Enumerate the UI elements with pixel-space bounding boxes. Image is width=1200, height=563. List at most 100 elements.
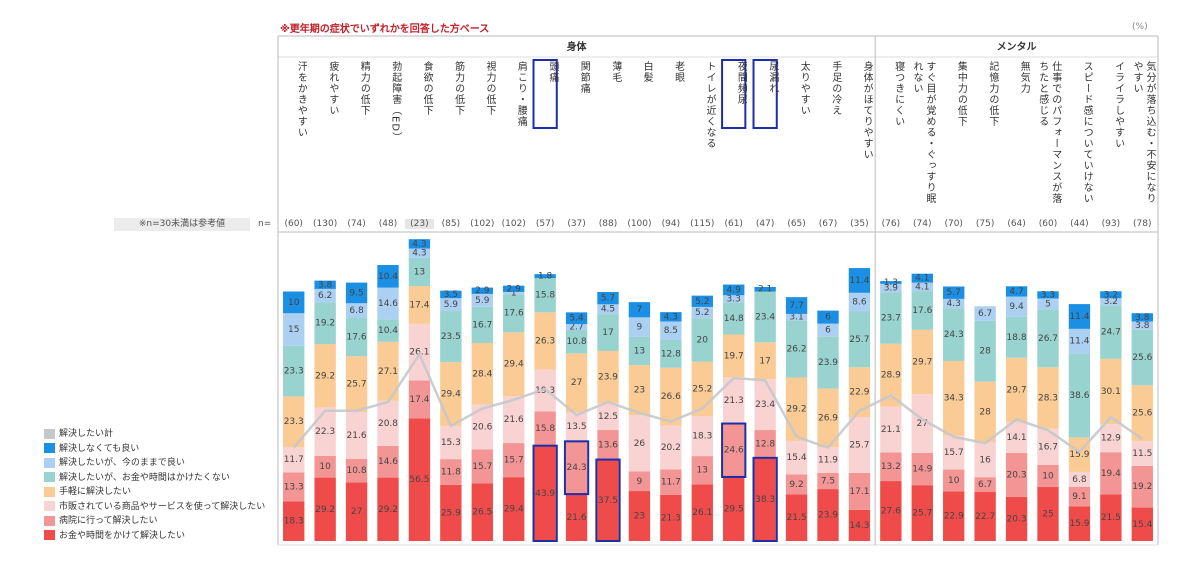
- bar-segment: [660, 321, 682, 340]
- bar-segment: [785, 297, 808, 314]
- data-label: 21.6: [567, 513, 587, 523]
- bar-segment: [817, 472, 839, 490]
- data-label: 29.4: [504, 360, 524, 370]
- legend-label: 解決しなくても良い: [59, 443, 140, 454]
- data-label: 10.8: [347, 466, 367, 476]
- bar-segment: [503, 285, 525, 292]
- bar-segment: [1068, 506, 1091, 541]
- data-label: 10: [1042, 471, 1054, 481]
- legend-swatch: [44, 428, 55, 439]
- bar-segment: [943, 298, 965, 309]
- data-label: 21.5: [787, 513, 807, 523]
- data-label: 27.1: [378, 367, 398, 377]
- bar-segment: [723, 284, 745, 296]
- data-label: 11.9: [818, 455, 838, 465]
- bar-segment: [754, 291, 776, 343]
- data-label: 15.3: [441, 438, 461, 448]
- data-label: 24.6: [724, 446, 744, 456]
- category-label: 汗をかきやすい: [295, 61, 307, 138]
- data-label: 25.7: [849, 335, 869, 345]
- bar-segment: [314, 288, 336, 303]
- bar-segment: [943, 308, 965, 361]
- bar-segment: [848, 472, 871, 510]
- bar-segment: [974, 306, 996, 321]
- data-label: 3.2: [1104, 290, 1118, 300]
- highlight-box: [595, 458, 621, 543]
- highlight-box: [532, 444, 558, 542]
- data-label: 6.8: [349, 306, 364, 316]
- category-label: 肩こり・腰痛: [515, 61, 527, 127]
- bar-segment: [848, 311, 871, 368]
- bar-segment: [440, 290, 462, 299]
- bar-segment: [440, 459, 462, 485]
- category-label: 勃起障害（ED）: [389, 61, 401, 144]
- category-label: 薄毛: [609, 61, 621, 83]
- bar-segment: [848, 268, 871, 293]
- legend-item: お金や時間をかけて解決したい: [44, 530, 185, 542]
- bar-segment: [314, 302, 336, 345]
- bar-segment: [1131, 321, 1153, 330]
- bar-segment: [660, 494, 682, 541]
- bar-segment: [408, 418, 431, 541]
- data-label: 23: [634, 512, 645, 522]
- data-label: 17.6: [504, 309, 524, 319]
- data-label: 25.2: [692, 385, 712, 395]
- data-label: 25.7: [849, 440, 869, 450]
- category-label: 精力の低下: [358, 61, 370, 116]
- n-label: (75): [975, 219, 995, 229]
- data-label: 26.3: [535, 336, 555, 346]
- data-label: 24.3: [567, 463, 587, 473]
- bar-segment: [314, 280, 336, 289]
- bar-segment: [785, 494, 808, 541]
- bar-segment: [1131, 440, 1153, 466]
- category-label: 疲れやすい: [326, 61, 338, 116]
- bar-segment: [628, 415, 651, 472]
- bar-segment: [377, 477, 399, 541]
- legend-item: 解決したいが、お金や時間はかけたくない: [44, 472, 230, 484]
- data-label: 15.7: [472, 462, 492, 472]
- data-label: 4.1: [915, 274, 929, 284]
- bar-segment: [1037, 309, 1059, 368]
- bar-segment: [283, 345, 305, 397]
- n-label: (35): [850, 219, 869, 229]
- bar-segment: [565, 441, 588, 495]
- bar-segment: [911, 282, 933, 292]
- bar-segment: [1100, 452, 1122, 495]
- bar-segment: [785, 320, 808, 378]
- bar-segment: [1037, 465, 1059, 487]
- data-label: 25: [1042, 509, 1053, 519]
- bar-segment: [1100, 424, 1122, 453]
- category-label: すぐ目が覚める・ぐっすり眠れない: [910, 61, 935, 204]
- data-label: 9.2: [789, 480, 803, 490]
- data-label: 15.7: [944, 448, 964, 458]
- data-label: 22.3: [315, 427, 335, 437]
- data-label: 10.4: [378, 272, 398, 282]
- data-label: 13.6: [598, 440, 618, 450]
- data-label: 29.2: [787, 405, 807, 415]
- bar-segment: [848, 367, 871, 418]
- bar-segment: [1100, 291, 1122, 299]
- data-label: 2.9: [507, 284, 522, 294]
- bar-segment: [503, 443, 525, 478]
- data-label: 18.3: [692, 432, 712, 442]
- bar-segment: [911, 291, 933, 330]
- n-label: (64): [1007, 219, 1026, 229]
- data-label: 9: [637, 477, 643, 487]
- data-label: 26.7: [1038, 334, 1058, 344]
- data-label: 23.7: [881, 314, 901, 324]
- data-label: 4.1: [915, 283, 929, 293]
- bar-segment: [723, 423, 745, 477]
- n-label: (76): [881, 219, 901, 229]
- data-label: 24.3: [944, 330, 964, 340]
- legend-label: 解決したいが、お金や時間はかけたくない: [59, 472, 230, 483]
- data-label: 3.1: [789, 313, 803, 323]
- bar-segment: [377, 400, 399, 446]
- data-label: 21.6: [347, 431, 367, 441]
- category-label: 無気力: [1018, 61, 1030, 94]
- data-label: 10: [288, 298, 300, 308]
- data-label: 18.3: [284, 517, 304, 527]
- data-label: 15: [288, 325, 299, 335]
- data-label: 26: [634, 439, 646, 449]
- data-label: 26.5: [472, 508, 492, 518]
- category-label: 集中力の低下: [955, 61, 967, 127]
